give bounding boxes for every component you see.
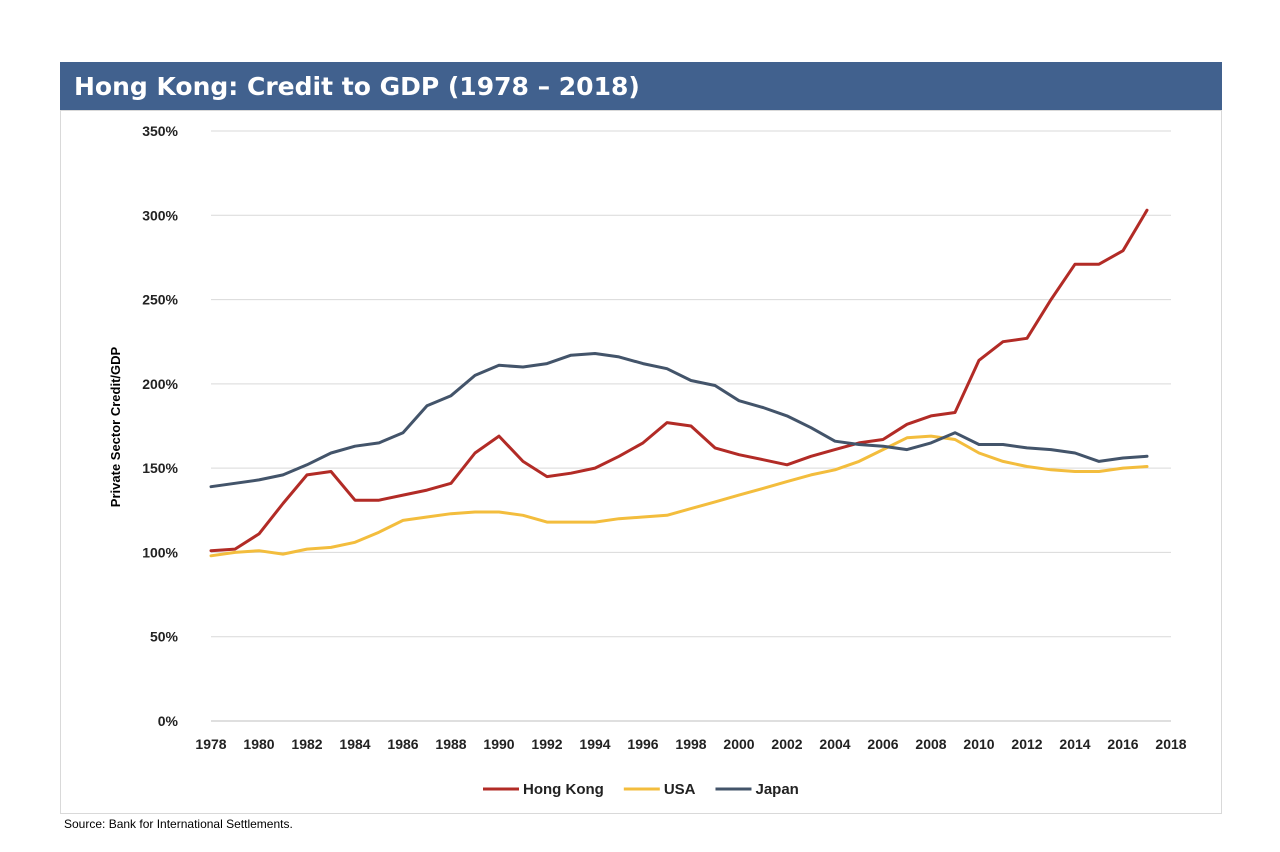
x-tick-label: 2000 bbox=[723, 736, 754, 752]
series-line-usa bbox=[209, 434, 1149, 558]
legend-label-hong-kong: Hong Kong bbox=[523, 781, 604, 798]
series-line-japan bbox=[209, 352, 1149, 489]
chart-frame: 0% 50% 100% 150% 200% 250% 300% 350% 1978 1980 198… bbox=[60, 110, 1222, 814]
x-tick-label: 2004 bbox=[819, 736, 850, 752]
x-tick-label: 1996 bbox=[627, 736, 658, 752]
x-tick-label: 2016 bbox=[1107, 736, 1138, 752]
x-tick-label: 2002 bbox=[771, 736, 802, 752]
x-tick-label: 1982 bbox=[291, 736, 322, 752]
legend-label-usa: USA bbox=[664, 781, 696, 798]
x-tick-label: 2014 bbox=[1059, 736, 1090, 752]
chart-title-bar: Hong Kong: Credit to GDP (1978 – 2018) bbox=[60, 62, 1222, 110]
x-tick-label: 2010 bbox=[963, 736, 994, 752]
y-tick-label: 350% bbox=[142, 123, 178, 139]
y-tick-label: 50% bbox=[150, 629, 179, 645]
x-tick-label: 2008 bbox=[915, 736, 946, 752]
y-tick-label: 250% bbox=[142, 292, 178, 308]
line-chart: 0% 50% 100% 150% 200% 250% 300% 350% 1978 1980 198… bbox=[108, 123, 1187, 798]
y-tick-label: 0% bbox=[158, 713, 179, 729]
y-axis-label: Private Sector Credit/GDP bbox=[108, 346, 123, 507]
x-tick-label: 2012 bbox=[1011, 736, 1042, 752]
y-tick-label: 300% bbox=[142, 207, 178, 223]
x-tick-label: 1986 bbox=[387, 736, 418, 752]
legend-label-japan: Japan bbox=[755, 781, 798, 798]
x-tick-label: 1984 bbox=[339, 736, 370, 752]
x-tick-label: 1980 bbox=[243, 736, 274, 752]
x-tick-label: 1978 bbox=[195, 736, 226, 752]
y-tick-label: 200% bbox=[142, 376, 178, 392]
x-tick-label: 2018 bbox=[1155, 736, 1186, 752]
x-tick-label: 2006 bbox=[867, 736, 898, 752]
chart-title: Hong Kong: Credit to GDP (1978 – 2018) bbox=[74, 72, 640, 101]
y-tick-label: 100% bbox=[142, 544, 178, 560]
x-tick-label: 1994 bbox=[579, 736, 610, 752]
x-tick-label: 1998 bbox=[675, 736, 706, 752]
x-tick-label: 1988 bbox=[435, 736, 466, 752]
x-tick-label: 1992 bbox=[531, 736, 562, 752]
source-note: Source: Bank for International Settlemen… bbox=[64, 817, 293, 831]
x-tick-label: 1990 bbox=[483, 736, 514, 752]
y-tick-label: 150% bbox=[142, 460, 178, 476]
series-line-hong-kong bbox=[209, 208, 1149, 553]
